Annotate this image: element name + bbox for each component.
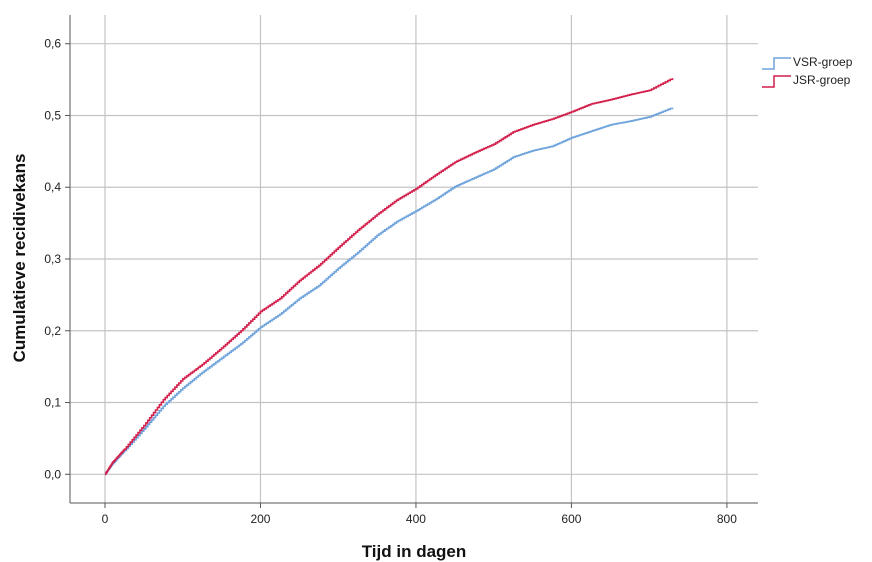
y-tick-label: 0,2 [44, 324, 61, 338]
y-tick-label: 0,1 [44, 396, 61, 410]
x-tick-label: 600 [561, 512, 581, 526]
series-lines [104, 78, 674, 476]
legend-item-jsr: JSR-groep [762, 73, 851, 88]
legend-label-vsr: VSR-groep [793, 55, 853, 69]
tick-labels: 0,0 0,1 0,2 0,3 0,4 0,5 0,6 0 200 400 600 800 [44, 37, 737, 526]
y-tick-label: 0,5 [44, 108, 61, 122]
series-line-vsr-groep [104, 107, 674, 476]
y-tick-label: 0,3 [44, 252, 61, 266]
legend: VSR-groep JSR-groep [762, 55, 853, 88]
x-axis-title: Tijd in dagen [362, 542, 467, 561]
series-line-jsr-groep [104, 78, 674, 476]
legend-swatch-vsr [762, 57, 791, 70]
x-tick-label: 800 [717, 512, 737, 526]
axes [65, 15, 758, 508]
y-tick-label: 0,0 [44, 467, 61, 481]
y-tick-label: 0,4 [44, 180, 61, 194]
legend-swatch-jsr [762, 75, 791, 88]
x-tick-label: 0 [102, 512, 109, 526]
y-tick-label: 0,6 [44, 37, 61, 51]
x-tick-label: 200 [250, 512, 270, 526]
grid-lines [70, 15, 758, 503]
legend-item-vsr: VSR-groep [762, 55, 853, 70]
x-tick-label: 400 [406, 512, 426, 526]
y-axis-title: Cumulatieve recidivekans [10, 154, 29, 363]
legend-label-jsr: JSR-groep [793, 73, 851, 87]
